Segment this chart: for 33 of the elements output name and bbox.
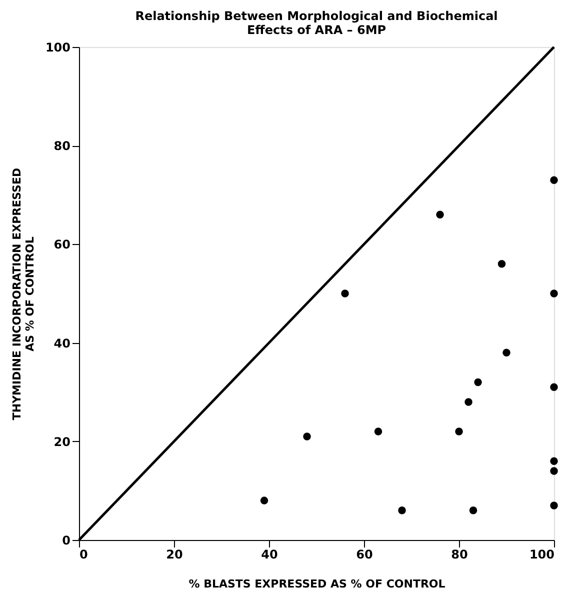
x-tick-label: 20 <box>166 548 183 562</box>
x-tick-label: 80 <box>451 548 468 562</box>
point <box>469 506 478 514</box>
point <box>374 428 382 436</box>
x-tick-label: 40 <box>261 548 278 562</box>
point <box>303 432 311 440</box>
x-tick-label: 60 <box>356 548 373 562</box>
y-tick-label: 80 <box>54 139 70 154</box>
point <box>455 428 463 436</box>
point <box>550 502 558 510</box>
y-tick-label: 60 <box>54 238 70 252</box>
y-tick-label: 40 <box>54 336 70 350</box>
point <box>550 467 558 475</box>
point <box>498 260 506 268</box>
y-tick-label: 100 <box>45 40 70 54</box>
point <box>550 383 558 392</box>
point <box>436 210 444 218</box>
x-axis-title: % BLASTS EXPRESSED AS % OF CONTROL <box>188 578 446 590</box>
x-tick-label: 100 <box>529 548 554 562</box>
point <box>502 348 510 357</box>
point <box>550 457 558 465</box>
chart-title: Relationship Between Morphological and Biochemical Effects of ARA – 6MP <box>135 9 498 37</box>
point <box>464 398 472 406</box>
point <box>260 496 268 504</box>
y-tick-label: 0 <box>62 534 70 548</box>
point <box>474 378 482 386</box>
point <box>398 506 406 514</box>
y-tick-label: 20 <box>54 434 70 449</box>
point <box>341 290 349 298</box>
point <box>550 290 558 298</box>
y-axis-title: THYMIDINE INCORPORATION EXPRESSED AS % OF CONTROL <box>10 168 36 420</box>
point <box>550 176 558 184</box>
x-tick-label: 0 <box>80 548 88 562</box>
